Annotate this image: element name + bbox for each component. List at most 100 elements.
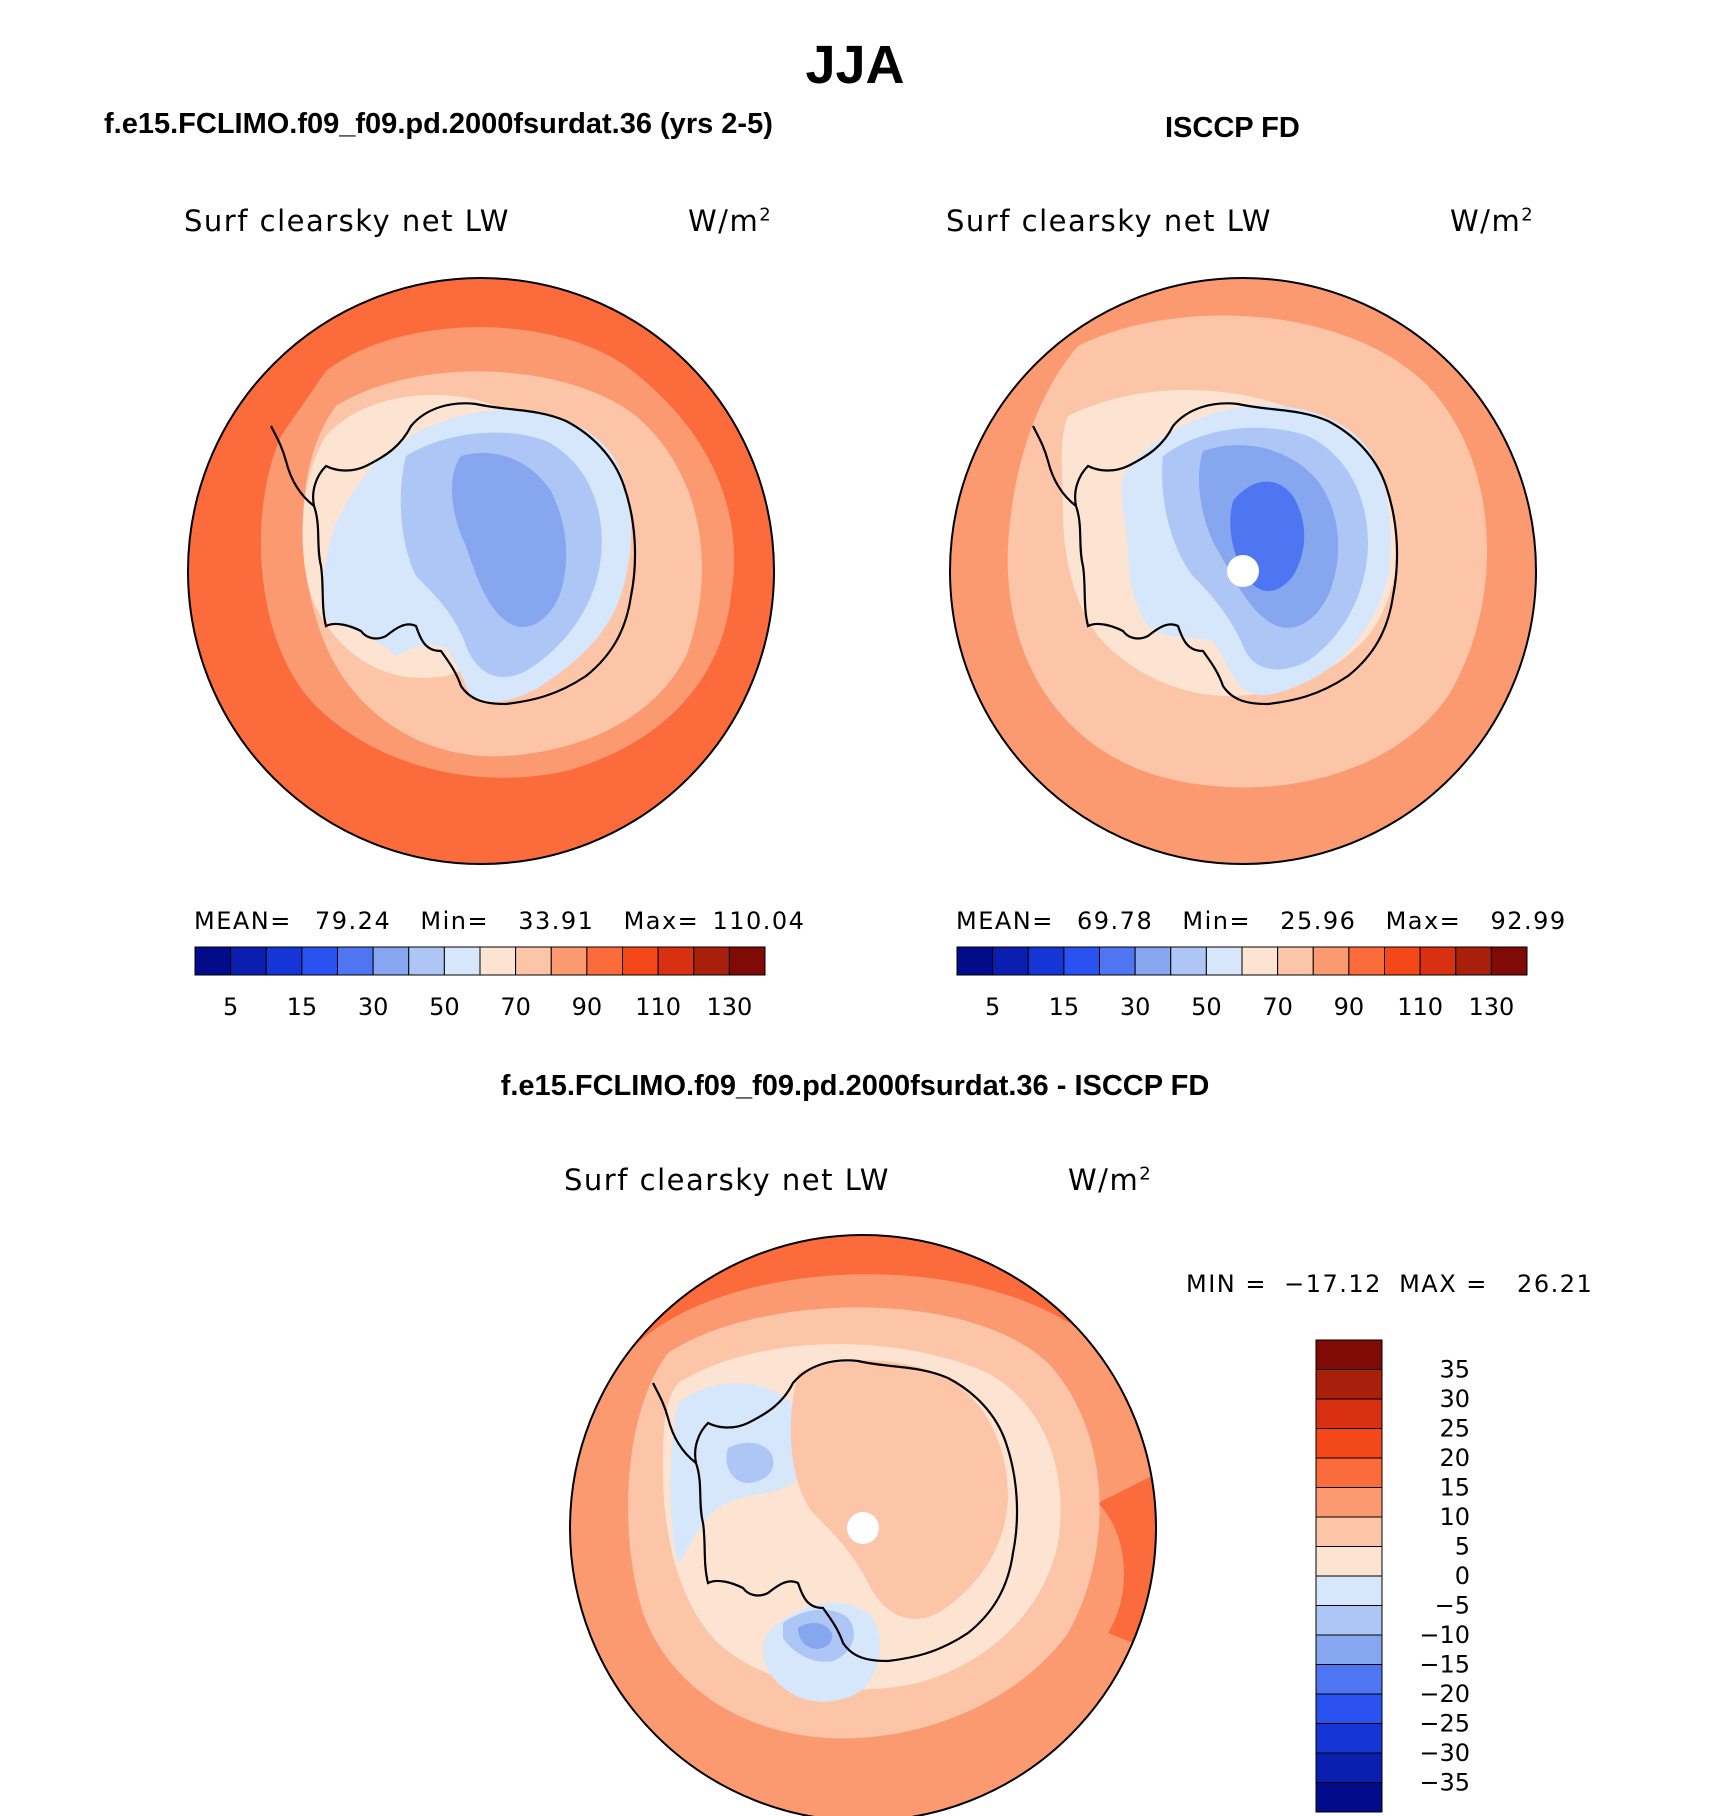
panel-1-colorbar-swatch-14: [693, 946, 730, 976]
difference-colorbar-tick-label: 30: [1439, 1385, 1470, 1413]
difference-colorbar-swatch-4: [1315, 1457, 1383, 1488]
panel-1-colorbar-swatch-11: [586, 946, 623, 976]
panel-2-colorbar-swatch-3: [1063, 946, 1100, 976]
panel-1-colorbar-swatch-15: [728, 946, 766, 976]
panel-2-colorbar-swatch-2: [1027, 946, 1065, 976]
panel-2-colorbar: 5 15 30 50 70 90 110 130: [956, 946, 1528, 1021]
map3-cooler-pocket-b: [726, 1442, 774, 1483]
map1-frame: [187, 277, 775, 865]
difference-colorbar-tick-label: −25: [1419, 1710, 1470, 1738]
panel-2-stats: MEAN= 69.78 Min= 25.96 Max= 92.99: [956, 907, 1567, 935]
difference-units: W/m2: [1068, 1163, 1152, 1197]
difference-max-value: 26.21: [1517, 1270, 1594, 1298]
panel-2-min-label: Min=: [1182, 907, 1252, 935]
difference-colorbar-swatch-9: [1315, 1605, 1383, 1636]
difference-units-base: W/m: [1068, 1163, 1140, 1197]
panel-1-min-value: 33.91: [518, 907, 595, 935]
panel-2-colorbar-tick-label: 110: [1397, 993, 1443, 1021]
panel-1-colorbar-tick-label: 130: [706, 993, 752, 1021]
difference-colorbar-tick-label: −35: [1419, 1769, 1470, 1797]
map3-peninsula-coast: [652, 1382, 697, 1464]
panel-2-colorbar-swatch-10: [1312, 946, 1350, 976]
panel-1-colorbar-tick-label: 5: [223, 993, 238, 1021]
difference-colorbar-tick-label: −30: [1419, 1739, 1470, 1767]
difference-colorbar-tick-label: −5: [1435, 1592, 1470, 1620]
panel-2-colorbar-swatch-5: [1134, 946, 1172, 976]
panel-2-colorbar-swatch-9: [1277, 946, 1314, 976]
difference-polar-map: [569, 1234, 1157, 1816]
panel-2-mean-value: 69.78: [1077, 907, 1154, 935]
panel-1-colorbar-swatch-2: [265, 946, 303, 976]
difference-units-exponent: 2: [1139, 1163, 1153, 1185]
difference-colorbar-tick-label: 35: [1439, 1356, 1470, 1384]
panel-2-colorbar-swatch-0: [956, 946, 994, 976]
panel-1-colorbar-tick-label: 30: [358, 993, 389, 1021]
difference-colorbar-swatch-7: [1315, 1546, 1383, 1577]
panel-2-colorbar-tick-label: 30: [1120, 993, 1151, 1021]
difference-colorbar-swatch-15: [1315, 1782, 1383, 1813]
difference-title: f.e15.FCLIMO.f09_f09.pd.2000fsurdat.36 -…: [500, 1070, 1210, 1102]
difference-colorbar-swatch-5: [1315, 1487, 1383, 1518]
difference-colorbar-swatch-14: [1315, 1752, 1383, 1783]
panel-2-min-value: 25.96: [1280, 907, 1357, 935]
panel-2-max-value: 92.99: [1490, 907, 1567, 935]
difference-colorbar-swatch-11: [1315, 1664, 1383, 1695]
panel-1-variable-label: Surf clearsky net LW: [184, 204, 510, 238]
map2-frame: [949, 277, 1537, 865]
panel-1-min-label: Min=: [420, 907, 490, 935]
panel-2-colorbar-swatch-4: [1099, 946, 1136, 976]
panel-2-colorbar-swatch-15: [1490, 946, 1528, 976]
difference-min-value: −17.12: [1284, 1270, 1382, 1298]
panel-1-colorbar-swatch-3: [301, 946, 338, 976]
difference-colorbar-tick-label: 20: [1439, 1444, 1470, 1472]
difference-colorbar-tick-label: 0: [1455, 1562, 1470, 1590]
panel-2-colorbar-tick-label: 70: [1262, 993, 1293, 1021]
map3-antarctica-coastline: [694, 1359, 1019, 1663]
panel-1-colorbar-tick-label: 110: [635, 993, 681, 1021]
panel-1-mean-label: MEAN=: [194, 907, 292, 935]
difference-colorbar-swatch-10: [1315, 1634, 1383, 1665]
panel-2-colorbar-swatch-13: [1419, 946, 1457, 976]
difference-variable-label: Surf clearsky net LW: [564, 1163, 890, 1197]
main-title: JJA: [805, 35, 905, 95]
panel-2-colorbar-tick-label: 90: [1334, 993, 1365, 1021]
panel-1-case-title: f.e15.FCLIMO.f09_f09.pd.2000fsurdat.36 (…: [104, 108, 773, 140]
panel-2-colorbar-swatch-7: [1205, 946, 1243, 976]
panel-1-colorbar: 5 15 30 50 70 90 110 130: [194, 946, 766, 1021]
panel-1-colorbar-tick-label: 70: [500, 993, 531, 1021]
map2-antarctica-coastline: [1074, 402, 1399, 706]
panel-2-colorbar-swatch-1: [992, 946, 1029, 976]
panel-2-mean-label: MEAN=: [956, 907, 1054, 935]
panel-1-colorbar-tick-label: 15: [287, 993, 318, 1021]
observation-polar-map: [949, 277, 1537, 865]
panel-1-colorbar-swatch-1: [230, 946, 267, 976]
panel-1-colorbar-tick-label: 90: [572, 993, 603, 1021]
difference-max-label: MAX =: [1399, 1270, 1488, 1298]
panel-1-max-value: 110.04: [712, 907, 806, 935]
panel-1-colorbar-swatch-9: [515, 946, 552, 976]
difference-colorbar-tick-label: 15: [1439, 1474, 1470, 1502]
difference-colorbar-tick-label: 25: [1439, 1415, 1470, 1443]
panel-2-colorbar-tick-label: 15: [1049, 993, 1080, 1021]
map3-coolest-pocket-a: [798, 1622, 833, 1649]
panel-1-units-exponent: 2: [759, 204, 773, 226]
panel-1-units: W/m2: [688, 204, 772, 238]
difference-colorbar-swatch-0: [1315, 1339, 1383, 1370]
panel-1-units-base: W/m: [688, 204, 760, 238]
difference-colorbar-tick-label: −15: [1419, 1651, 1470, 1679]
panel-2-units: W/m2: [1450, 204, 1534, 238]
map3-pole-hole: [847, 1512, 879, 1544]
difference-min-label: MIN =: [1186, 1270, 1267, 1298]
difference-colorbar-tick-label: 10: [1439, 1503, 1470, 1531]
map1-continent-coolest: [451, 452, 567, 627]
panel-1-colorbar-swatch-4: [337, 946, 374, 976]
map3-ocean-warm-right: [1098, 1473, 1156, 1653]
panel-1-mean-value: 79.24: [315, 907, 392, 935]
panel-2-variable-label: Surf clearsky net LW: [946, 204, 1272, 238]
panel-1-colorbar-swatch-0: [194, 946, 232, 976]
panel-1-colorbar-tick-label: 50: [429, 993, 460, 1021]
panel-2-colorbar-swatch-6: [1170, 946, 1207, 976]
difference-colorbar-swatch-13: [1315, 1723, 1383, 1754]
panel-2-colorbar-tick-label: 130: [1468, 993, 1514, 1021]
